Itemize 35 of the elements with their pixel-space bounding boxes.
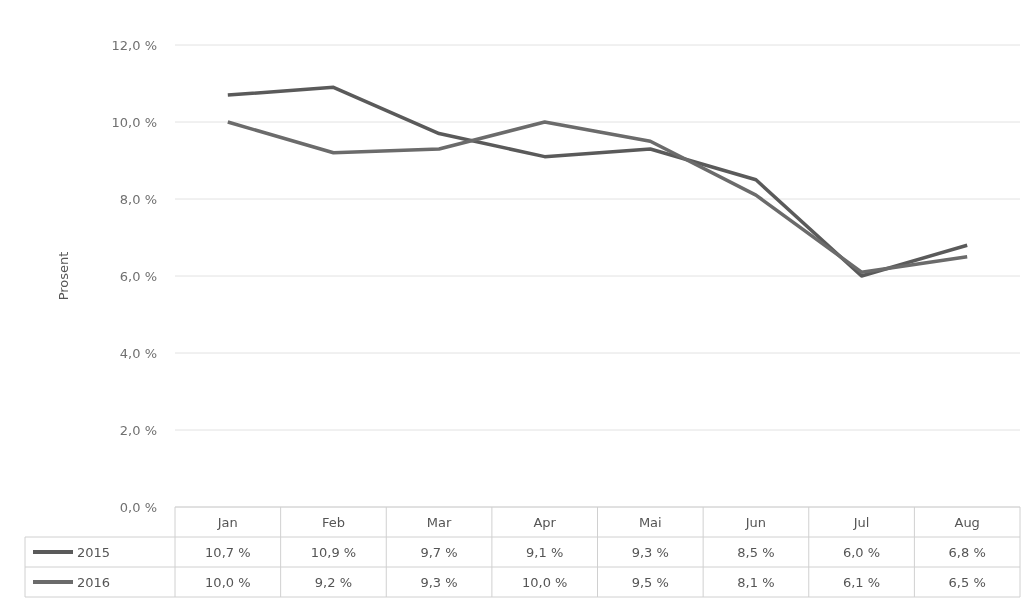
x-tick-label: Mar: [426, 515, 452, 530]
x-tick-label: Jun: [744, 515, 767, 530]
legend-label: 2015: [77, 545, 111, 560]
y-tick-label: 6,0 %: [119, 268, 157, 284]
x-tick-label: Mai: [638, 515, 662, 530]
data-label: 6,1 %: [842, 575, 881, 590]
data-label: 6,0 %: [842, 545, 881, 560]
legend-label: 2016: [77, 575, 111, 590]
data-label: 6,5 %: [948, 575, 986, 590]
data-label: 9,3 %: [631, 545, 669, 560]
data-label: 10,9 %: [310, 545, 357, 560]
x-tick-label: Feb: [321, 515, 345, 530]
data-label: 6,8 %: [948, 545, 986, 560]
x-tick-label: Jan: [216, 515, 238, 530]
data-label: 9,3 %: [420, 575, 458, 590]
y-tick-label: 12,0 %: [111, 37, 157, 53]
y-tick-label: 4,0 %: [119, 345, 157, 361]
data-label: 9,1 %: [526, 545, 564, 560]
data-label: 8,5 %: [737, 545, 775, 560]
y-axis-title: Prosent: [56, 251, 71, 301]
data-label: 9,5 %: [631, 575, 669, 590]
data-label: 10,7 %: [205, 545, 251, 560]
y-tick-label: 0,0 %: [119, 499, 157, 515]
data-label: 8,1 %: [737, 575, 775, 590]
x-tick-label: Aug: [954, 515, 980, 530]
data-label: 9,7 %: [420, 545, 458, 560]
data-label: 10,0 %: [521, 575, 568, 590]
y-tick-label: 2,0 %: [119, 422, 157, 438]
data-label: 10,0 %: [205, 575, 251, 590]
data-label: 9,2 %: [314, 575, 353, 590]
x-tick-label: Apr: [533, 515, 557, 530]
line-series: [226, 120, 969, 274]
y-tick-label: 10,0 %: [111, 114, 157, 130]
x-tick-label: Jul: [852, 515, 870, 530]
y-tick-label: 8,0 %: [119, 191, 157, 207]
